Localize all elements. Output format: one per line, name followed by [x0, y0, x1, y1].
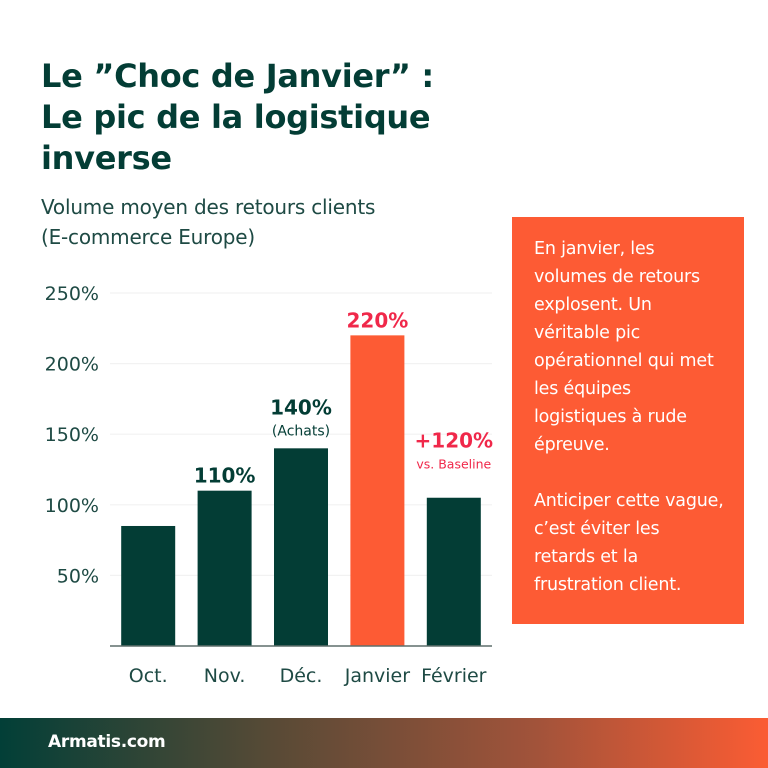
data-label-value: 220%	[347, 308, 409, 332]
callout-box: En janvier, les volumes de retours explo…	[512, 217, 744, 624]
x-tick-label: Janvier	[344, 665, 411, 687]
y-tick-label: 250%	[45, 283, 99, 305]
bar-3	[350, 335, 405, 646]
footer-bar: Armatis.com	[0, 718, 768, 768]
page-title: Le ”Choc de Janvier” : Le pic de la logi…	[41, 56, 511, 179]
callout-paragraph-1: En janvier, les volumes de retours explo…	[534, 239, 714, 455]
callout-paragraph-2: Anticiper cette vague, c’est éviter les …	[534, 491, 724, 595]
subtitle-line-1: Volume moyen des retours clients	[41, 195, 376, 219]
x-tick-label: Nov.	[204, 665, 246, 687]
x-tick-label: Oct.	[129, 665, 168, 687]
data-label-value: 110%	[194, 464, 256, 488]
title-line-3: inverse	[41, 139, 172, 177]
data-label-note: vs. Baseline	[416, 457, 491, 472]
chart-subtitle: Volume moyen des retours clients (E-comm…	[41, 192, 501, 252]
y-tick-label: 100%	[45, 495, 99, 517]
data-label-value: +120%	[415, 429, 494, 453]
y-tick-label: 50%	[57, 565, 99, 587]
data-labels: 110% 140% (Achats) 220% +120% vs. Baseline	[194, 308, 493, 487]
y-axis-ticks: 50% 100% 150% 200% 250%	[45, 283, 99, 587]
x-tick-label: Déc.	[280, 665, 323, 687]
subtitle-line-2: (E-commerce Europe)	[41, 225, 255, 249]
bar-1	[197, 490, 252, 646]
bar-chart: 50% 100% 150% 200% 250% Oct. Nov. Déc. Janvier F…	[45, 283, 493, 687]
data-label-value: 140%	[270, 395, 332, 419]
x-axis-ticks: Oct. Nov. Déc. Janvier Février	[129, 665, 487, 687]
bar-4	[426, 497, 481, 646]
bars	[121, 335, 481, 646]
data-label-note: (Achats)	[272, 423, 330, 439]
bar-0	[121, 525, 176, 646]
x-tick-label: Février	[421, 665, 487, 687]
y-tick-label: 200%	[45, 354, 99, 376]
title-line-1: Le ”Choc de Janvier” :	[41, 57, 434, 95]
title-line-2: Le pic de la logistique	[41, 98, 431, 136]
y-tick-label: 150%	[45, 424, 99, 446]
footer-brand-link[interactable]: Armatis.com	[48, 732, 166, 752]
bar-2	[274, 448, 328, 646]
